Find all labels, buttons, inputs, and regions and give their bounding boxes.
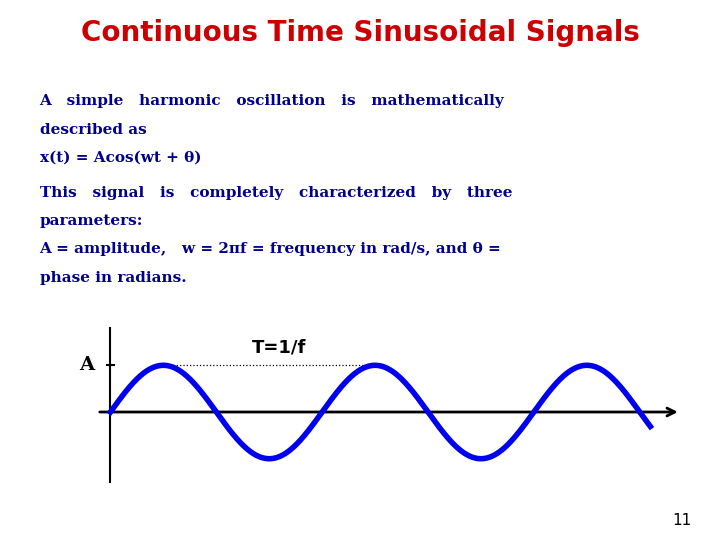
Text: 11: 11 xyxy=(672,513,691,528)
Text: This   signal   is   completely   characterized   by   three: This signal is completely characterized … xyxy=(40,186,512,200)
Text: Continuous Time Sinusoidal Signals: Continuous Time Sinusoidal Signals xyxy=(81,19,639,47)
Text: phase in radians.: phase in radians. xyxy=(40,271,186,285)
Text: A = amplitude,   w = 2πf = frequency in rad/s, and θ =: A = amplitude, w = 2πf = frequency in ra… xyxy=(40,242,501,256)
Text: parameters:: parameters: xyxy=(40,214,143,228)
Text: described as: described as xyxy=(40,123,146,137)
Text: T=1/f: T=1/f xyxy=(252,339,307,357)
Text: A   simple   harmonic   oscillation   is   mathematically: A simple harmonic oscillation is mathema… xyxy=(40,94,504,109)
Text: A: A xyxy=(79,356,94,374)
Text: x(t) = Acos(wt + θ): x(t) = Acos(wt + θ) xyxy=(40,151,201,165)
